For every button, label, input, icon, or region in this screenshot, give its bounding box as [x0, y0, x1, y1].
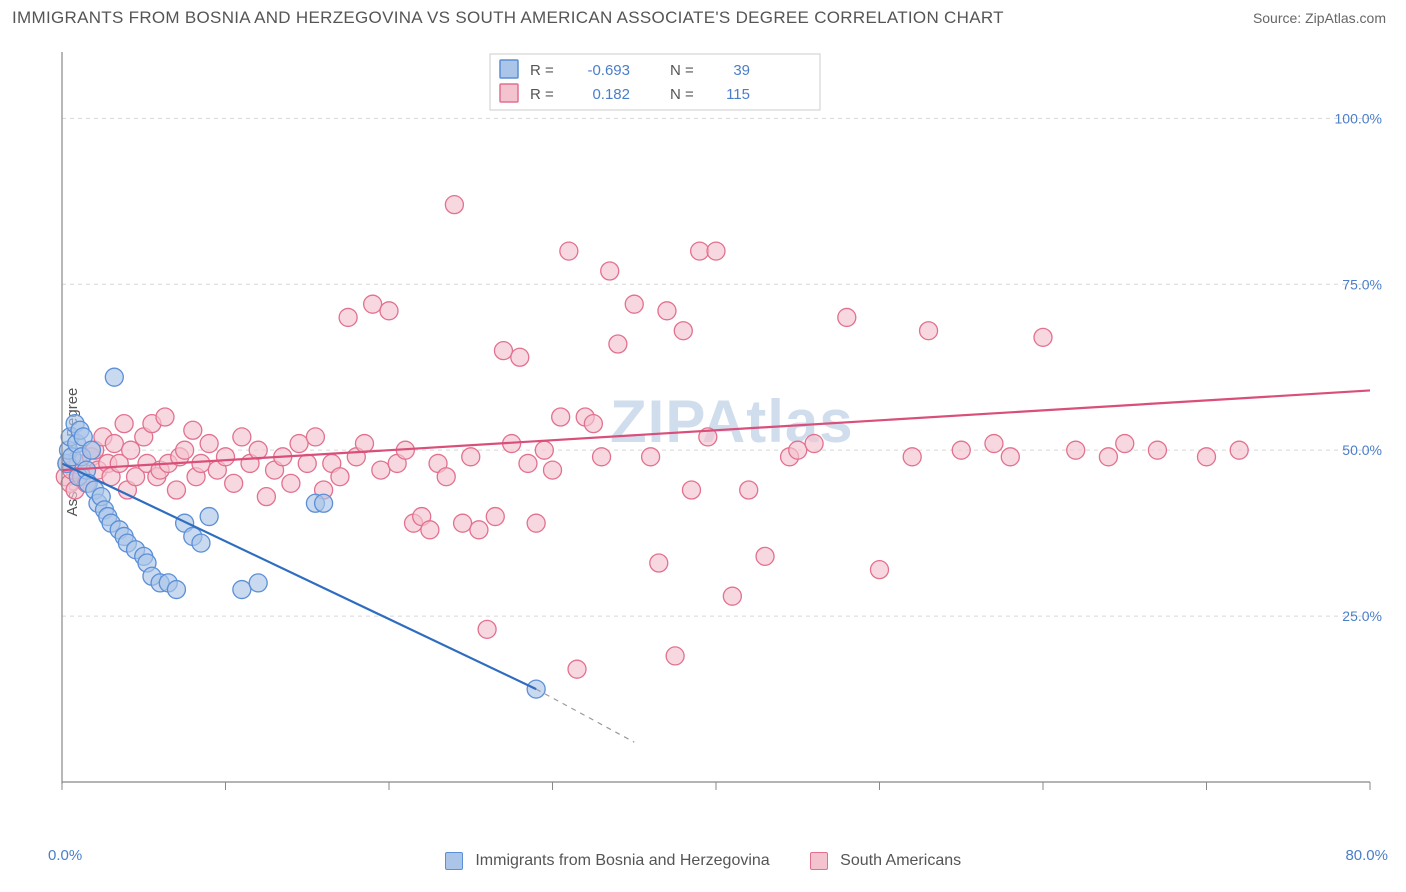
- svg-text:-0.693: -0.693: [587, 62, 630, 79]
- bottom-legend: Immigrants from Bosnia and Herzegovina S…: [0, 852, 1406, 870]
- svg-text:R =: R =: [530, 86, 554, 103]
- plot-area: 25.0%50.0%75.0%100.0% ZIPAtlas R =-0.693…: [50, 42, 1390, 822]
- scatter-plot-svg: 25.0%50.0%75.0%100.0% ZIPAtlas R =-0.693…: [50, 42, 1390, 822]
- svg-text:50.0%: 50.0%: [1342, 442, 1382, 458]
- legend-label-blue: Immigrants from Bosnia and Herzegovina: [475, 852, 769, 869]
- legend-swatch-blue-icon: [445, 852, 463, 870]
- header: IMMIGRANTS FROM BOSNIA AND HERZEGOVINA V…: [0, 0, 1406, 32]
- legend-item-pink: South Americans: [810, 852, 961, 870]
- svg-text:N =: N =: [670, 62, 694, 79]
- legend-item-blue: Immigrants from Bosnia and Herzegovina: [445, 852, 770, 870]
- svg-text:75.0%: 75.0%: [1342, 276, 1382, 292]
- chart-container: Associate's Degree 25.0%50.0%75.0%100.0%…: [0, 32, 1406, 872]
- svg-text:39: 39: [733, 62, 750, 79]
- svg-text:R =: R =: [530, 62, 554, 79]
- legend-swatch-pink-icon: [810, 852, 828, 870]
- svg-text:25.0%: 25.0%: [1342, 608, 1382, 624]
- chart-title: IMMIGRANTS FROM BOSNIA AND HERZEGOVINA V…: [12, 8, 1004, 28]
- svg-text:N =: N =: [670, 86, 694, 103]
- svg-text:115: 115: [726, 86, 750, 103]
- legend-label-pink: South Americans: [840, 852, 961, 869]
- svg-text:100.0%: 100.0%: [1335, 110, 1382, 126]
- source-label: Source: ZipAtlas.com: [1253, 10, 1386, 26]
- svg-text:0.182: 0.182: [592, 86, 630, 103]
